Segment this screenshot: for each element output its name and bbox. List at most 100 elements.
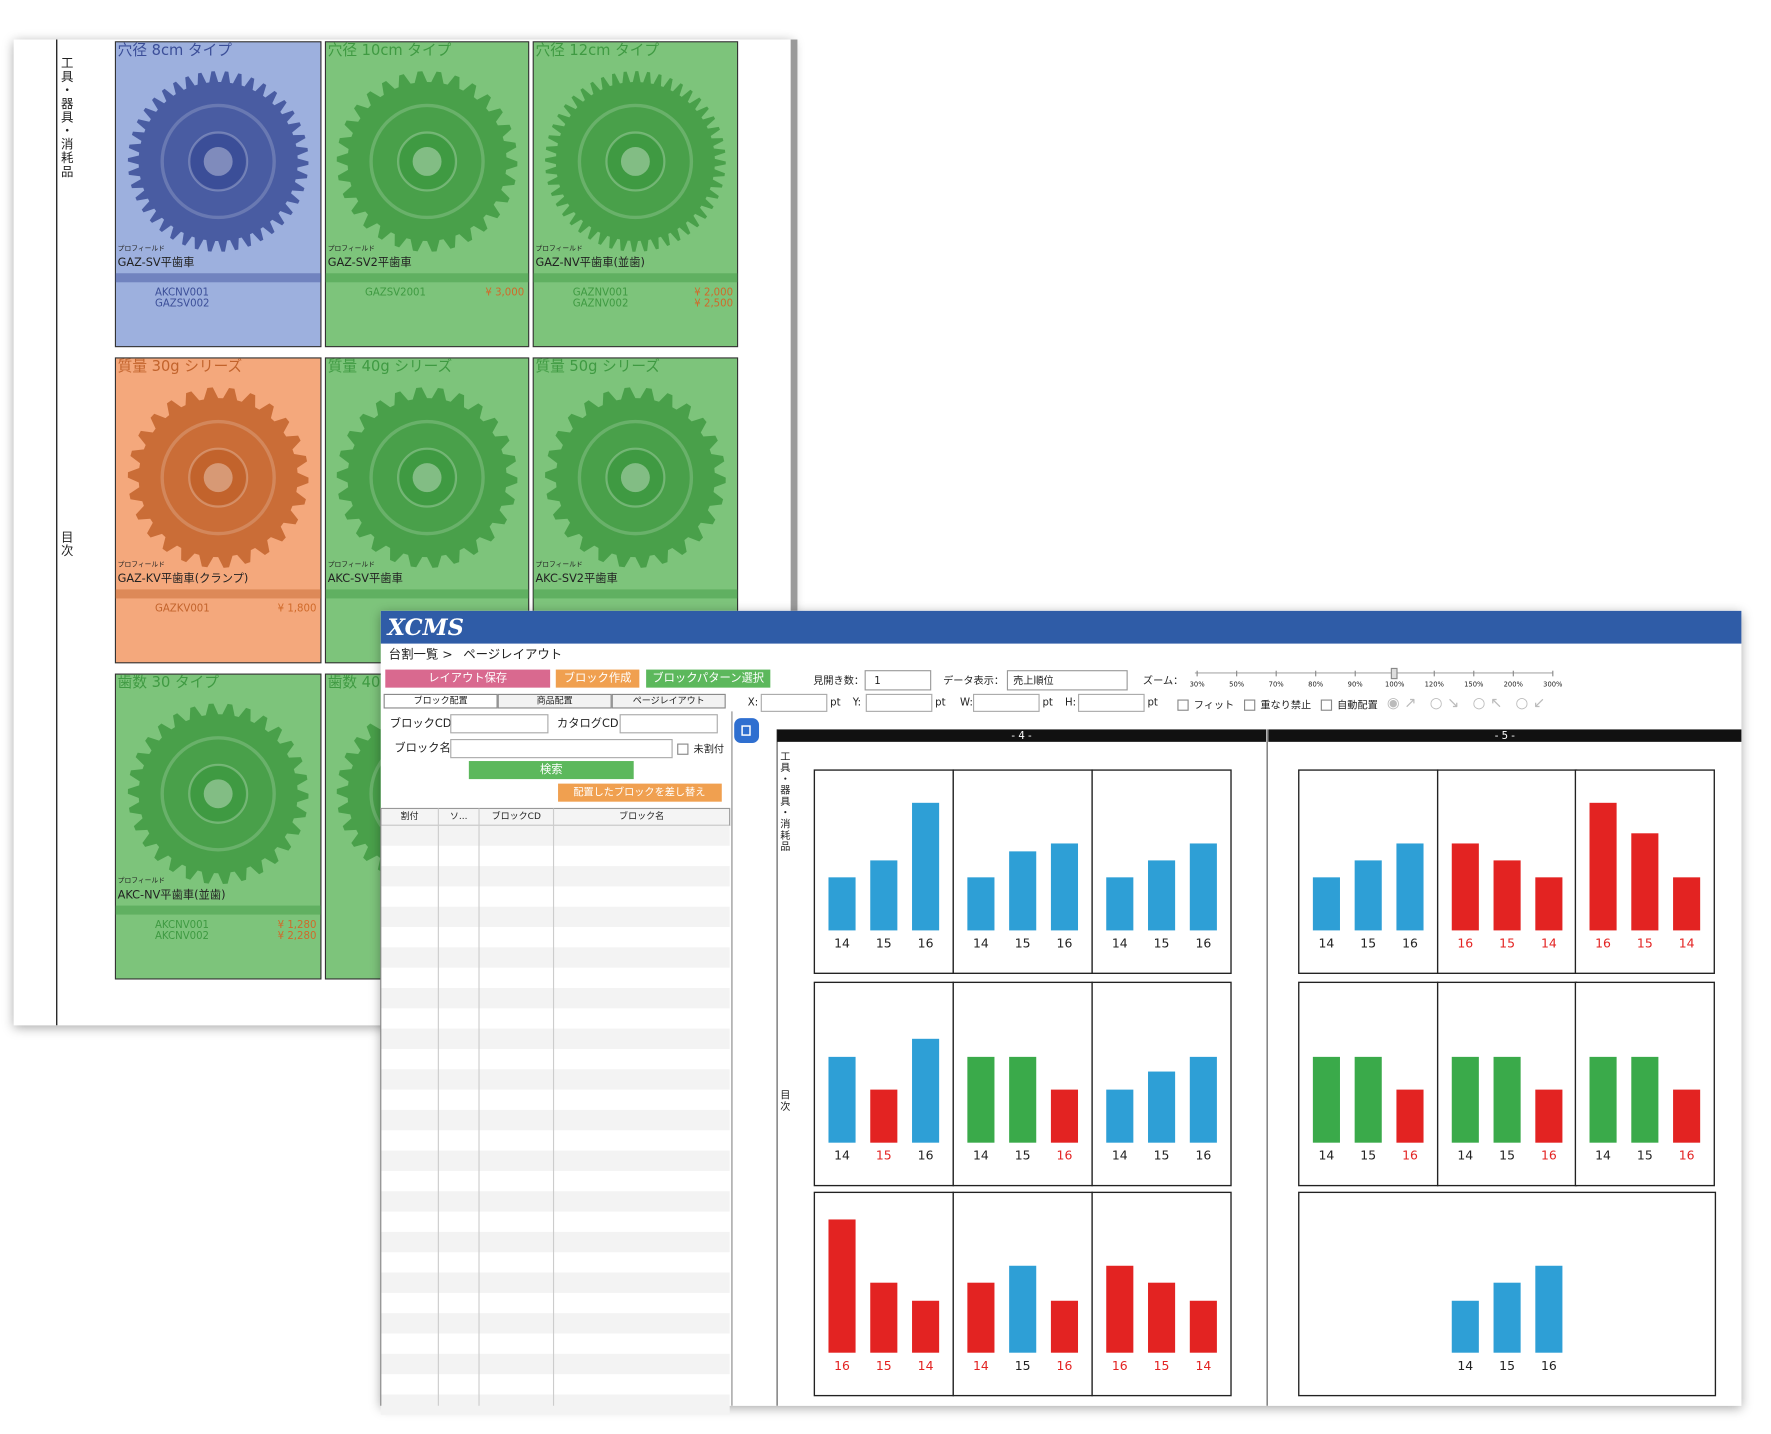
gear-hub [188, 763, 249, 824]
mini-bar [1493, 1282, 1521, 1353]
button[interactable] [555, 669, 640, 688]
button[interactable] [385, 669, 551, 688]
mini-bar-label: 15 [1015, 935, 1031, 950]
product-code: AKCNV002 [155, 931, 209, 942]
coord-unit: pt [935, 697, 945, 708]
check-label: 重なり禁止 [1260, 699, 1311, 712]
button-label: ブロックパターン選択 [652, 671, 764, 685]
block-title: 質量 40g シリーズ [328, 357, 452, 375]
mini-bar-label: 15 [1360, 1148, 1376, 1163]
coord-input[interactable] [1078, 693, 1145, 712]
mini-bar [1312, 1056, 1340, 1143]
spec-header [325, 589, 529, 599]
gear-hub [605, 131, 666, 192]
search-button[interactable] [468, 761, 634, 780]
select[interactable] [1006, 670, 1128, 691]
align-option[interactable]: ○ ↖ [1473, 694, 1503, 711]
gear-hole [412, 463, 442, 493]
mini-bar [828, 1219, 856, 1353]
mini-bar [1189, 843, 1217, 931]
mini-bar-label: 14 [1112, 935, 1128, 950]
mini-bar [1106, 1265, 1134, 1353]
block-title: 質量 50g シリーズ [535, 357, 659, 375]
spread-value: 1 [874, 676, 880, 687]
zoom-handle[interactable] [1390, 667, 1398, 680]
maker: プロフィールド [118, 561, 165, 569]
mini-bar-label: 14 [1319, 1148, 1335, 1163]
mini-bar-label: 16 [1057, 1148, 1073, 1163]
maker: プロフィールド [328, 561, 375, 569]
table-row [380, 1109, 730, 1131]
side-label: 目次 [59, 531, 74, 558]
zoom-level: 100% [1385, 680, 1405, 688]
spread-label: 見開き数： [813, 674, 864, 687]
spec-header [533, 589, 738, 599]
checkbox[interactable] [1244, 699, 1256, 711]
gear-ring [369, 103, 485, 220]
mini-bar-label: 16 [1195, 1148, 1211, 1163]
coord-input[interactable] [760, 693, 828, 712]
table-row [380, 1231, 730, 1253]
product-code: GAZNV002 [573, 299, 629, 310]
mini-bar-label: 14 [1319, 935, 1335, 950]
spec-header [115, 905, 321, 915]
checkbox[interactable] [1320, 699, 1333, 711]
product-name: AKC-NV平歯車(並歯) [118, 887, 226, 901]
mini-bar [1312, 877, 1340, 931]
mini-bar-label: 15 [1637, 1148, 1653, 1163]
select[interactable] [864, 670, 932, 691]
replace-button[interactable] [558, 783, 722, 802]
input[interactable] [450, 714, 549, 734]
product-price: ¥ 2,500 [694, 299, 733, 310]
checkbox[interactable] [677, 743, 689, 755]
gear-hub [397, 131, 458, 192]
coord-label: W: [960, 697, 973, 708]
mini-bar [1189, 1056, 1217, 1143]
tab[interactable] [383, 693, 498, 709]
tool-icon[interactable] [734, 718, 760, 743]
tool-icon-glyph [741, 725, 751, 736]
table-row [380, 1272, 730, 1293]
mini-bar-label: 15 [1499, 935, 1515, 950]
mini-bar [1451, 1300, 1479, 1353]
data-label: データ表示： [943, 674, 1004, 687]
zoom-label: ズーム： [1143, 674, 1183, 687]
gear-ring [369, 419, 485, 536]
zoom-level: 300% [1543, 680, 1563, 688]
block-title: 質量 30g シリーズ [118, 357, 242, 375]
table-header-cell: ソ... [450, 812, 468, 822]
maker: プロフィールド [328, 244, 375, 252]
mini-bar-label: 14 [1457, 1358, 1473, 1373]
product-name: AKC-SV平歯車 [328, 571, 403, 585]
page-header [1268, 729, 1742, 742]
button[interactable] [646, 669, 771, 688]
product-name: GAZ-NV平歯車(並歯) [535, 255, 644, 269]
tab[interactable] [611, 693, 726, 709]
breadcrumb-current: ページレイアウト [463, 646, 562, 661]
product-name: GAZ-KV平歯車(クランプ) [118, 571, 249, 585]
align-option[interactable]: ○ ↙ [1516, 694, 1546, 711]
mini-bar [1148, 1071, 1176, 1143]
gear-ring [160, 103, 276, 220]
mini-bar-label: 16 [1057, 1358, 1073, 1373]
coord-input[interactable] [973, 693, 1040, 712]
side-label: 工具・器具・消耗品 [59, 56, 74, 178]
checkbox[interactable] [1177, 699, 1189, 711]
tab[interactable] [497, 693, 612, 709]
align-option[interactable]: ◉ ↗ [1387, 694, 1417, 711]
align-option[interactable]: ○ ↘ [1430, 694, 1460, 711]
mini-bar-label: 16 [1457, 935, 1473, 950]
zoom-level: 90% [1348, 680, 1364, 688]
input[interactable] [450, 739, 673, 759]
mini-bar-label: 14 [1595, 1148, 1611, 1163]
zoom-level: 30% [1190, 680, 1206, 688]
mini-bar [1148, 1282, 1176, 1353]
mini-bar-label: 16 [1595, 935, 1611, 950]
input[interactable] [619, 714, 718, 734]
maker: プロフィールド [535, 244, 582, 252]
coord-input[interactable] [865, 693, 933, 712]
mini-bar-label: 15 [876, 1148, 892, 1163]
mini-bar-label: 16 [1195, 935, 1211, 950]
